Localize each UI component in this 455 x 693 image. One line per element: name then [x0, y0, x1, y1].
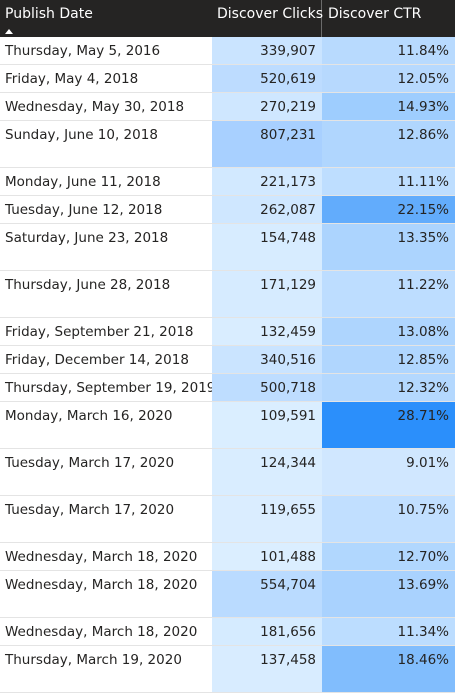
- discover-ctr-cell: 13.35%: [322, 224, 455, 270]
- publish-date-cell: Saturday, June 23, 2018: [5, 230, 169, 246]
- discover-clicks-cell: 221,173: [212, 168, 322, 195]
- publish-date-cell: Thursday, March 19, 2020: [5, 652, 182, 668]
- table-row[interactable]: Thursday, March 19, 2020 137,458 18.46%: [0, 646, 455, 693]
- table-row[interactable]: Friday, December 14, 2018 340,516 12.85%: [0, 346, 455, 374]
- publish-date-cell: Wednesday, March 18, 2020: [5, 549, 198, 565]
- table-row[interactable]: Wednesday, March 18, 2020 181,656 11.34%: [0, 618, 455, 646]
- discover-clicks-cell: 500,718: [212, 374, 322, 401]
- publish-date-cell: Thursday, May 5, 2016: [5, 43, 161, 59]
- table-row[interactable]: Sunday, June 10, 2018 807,231 12.86%: [0, 121, 455, 168]
- publish-date-cell: Thursday, September 19, 2019: [5, 380, 212, 396]
- discover-clicks-cell: 807,231: [212, 121, 322, 167]
- publish-date-cell: Friday, May 4, 2018: [5, 71, 139, 87]
- discover-ctr-cell: 28.71%: [322, 402, 455, 448]
- publish-date-cell: Monday, June 11, 2018: [5, 174, 161, 190]
- discover-ctr-cell: 12.86%: [322, 121, 455, 167]
- publish-date-cell: Tuesday, June 12, 2018: [5, 202, 163, 218]
- table-row[interactable]: Tuesday, March 17, 2020 124,344 9.01%: [0, 449, 455, 496]
- publish-date-cell: Tuesday, March 17, 2020: [5, 502, 175, 518]
- discover-ctr-cell: 12.05%: [322, 65, 455, 92]
- publish-date-cell: Sunday, June 10, 2018: [5, 127, 158, 143]
- table-row[interactable]: Friday, May 4, 2018 520,619 12.05%: [0, 65, 455, 93]
- publish-date-cell: Wednesday, May 30, 2018: [5, 99, 185, 115]
- discover-clicks-cell: 181,656: [212, 618, 322, 645]
- discover-ctr-cell: 11.22%: [322, 271, 455, 317]
- table-row[interactable]: Wednesday, March 18, 2020 554,704 13.69%: [0, 571, 455, 618]
- column-header-label: Publish Date: [5, 6, 93, 22]
- table-row[interactable]: Thursday, June 28, 2018 171,129 11.22%: [0, 271, 455, 318]
- table-row[interactable]: Friday, September 21, 2018 132,459 13.08%: [0, 318, 455, 346]
- discover-ctr-cell: 14.93%: [322, 93, 455, 120]
- publish-date-cell: Monday, March 16, 2020: [5, 408, 173, 424]
- publish-date-cell: Friday, September 21, 2018: [5, 324, 194, 340]
- discover-ctr-cell: 22.15%: [322, 196, 455, 223]
- discover-ctr-cell: 12.32%: [322, 374, 455, 401]
- publish-date-cell: Friday, December 14, 2018: [5, 352, 189, 368]
- discover-clicks-cell: 270,219: [212, 93, 322, 120]
- discover-clicks-cell: 339,907: [212, 37, 322, 64]
- discover-ctr-cell: 11.34%: [322, 618, 455, 645]
- discover-ctr-cell: 13.08%: [322, 318, 455, 345]
- discover-clicks-cell: 124,344: [212, 449, 322, 495]
- discover-clicks-cell: 101,488: [212, 543, 322, 570]
- column-header-label: Discover Clicks: [217, 6, 323, 22]
- discover-ctr-cell: 9.01%: [322, 449, 455, 495]
- table-body: Thursday, May 5, 2016 339,907 11.84% Friday…: [0, 37, 455, 693]
- discover-clicks-cell: 520,619: [212, 65, 322, 92]
- publish-date-cell: Tuesday, March 17, 2020: [5, 455, 175, 471]
- table-row[interactable]: Monday, March 16, 2020 109,591 28.71%: [0, 402, 455, 449]
- publish-date-cell: Thursday, June 28, 2018: [5, 277, 171, 293]
- discover-clicks-cell: 137,458: [212, 646, 322, 692]
- discover-clicks-cell: 340,516: [212, 346, 322, 373]
- publish-date-cell: Wednesday, March 18, 2020: [5, 577, 198, 593]
- discover-clicks-cell: 262,087: [212, 196, 322, 223]
- sort-ascending-icon[interactable]: [5, 29, 13, 34]
- discover-ctr-cell: 11.84%: [322, 37, 455, 64]
- table-row[interactable]: Thursday, September 19, 2019 500,718 12.32…: [0, 374, 455, 402]
- discover-clicks-cell: 132,459: [212, 318, 322, 345]
- discover-ctr-cell: 11.11%: [322, 168, 455, 195]
- table-row[interactable]: Thursday, May 5, 2016 339,907 11.84%: [0, 37, 455, 65]
- discover-clicks-cell: 119,655: [212, 496, 322, 542]
- column-header-label: Discover CTR: [328, 6, 422, 22]
- table-header: Publish Date Discover Clicks Discover CT…: [0, 0, 455, 37]
- column-header-publish-date[interactable]: Publish Date: [0, 0, 212, 37]
- discover-ctr-cell: 12.70%: [322, 543, 455, 570]
- column-header-discover-ctr[interactable]: Discover CTR: [322, 0, 455, 37]
- publish-date-cell: Wednesday, March 18, 2020: [5, 624, 198, 640]
- table-row[interactable]: Tuesday, June 12, 2018 262,087 22.15%: [0, 196, 455, 224]
- discover-ctr-cell: 13.69%: [322, 571, 455, 617]
- table-row[interactable]: Saturday, June 23, 2018 154,748 13.35%: [0, 224, 455, 271]
- discover-clicks-cell: 154,748: [212, 224, 322, 270]
- table-row[interactable]: Wednesday, March 18, 2020 101,488 12.70%: [0, 543, 455, 571]
- discover-clicks-cell: 171,129: [212, 271, 322, 317]
- column-header-discover-clicks[interactable]: Discover Clicks: [212, 0, 323, 37]
- discover-ctr-cell: 18.46%: [322, 646, 455, 692]
- table-row[interactable]: Tuesday, March 17, 2020 119,655 10.75%: [0, 496, 455, 543]
- discover-ctr-cell: 12.85%: [322, 346, 455, 373]
- discover-clicks-cell: 109,591: [212, 402, 322, 448]
- discover-clicks-cell: 554,704: [212, 571, 322, 617]
- table-row[interactable]: Monday, June 11, 2018 221,173 11.11%: [0, 168, 455, 196]
- table-row[interactable]: Wednesday, May 30, 2018 270,219 14.93%: [0, 93, 455, 121]
- discover-ctr-cell: 10.75%: [322, 496, 455, 542]
